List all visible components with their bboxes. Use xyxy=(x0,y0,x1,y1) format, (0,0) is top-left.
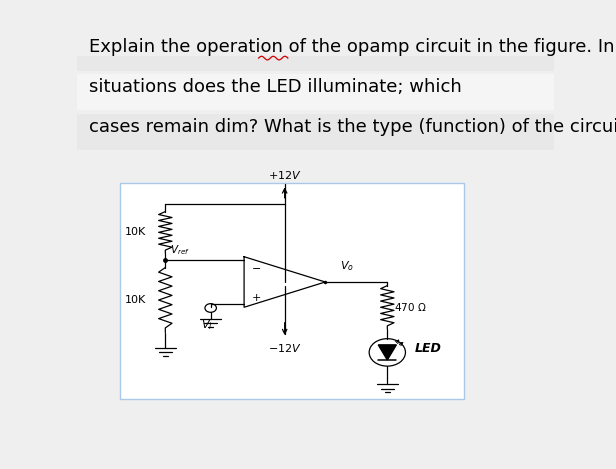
FancyBboxPatch shape xyxy=(120,183,464,400)
Text: $-$: $-$ xyxy=(251,262,261,272)
FancyBboxPatch shape xyxy=(77,75,554,111)
Text: $+12V$: $+12V$ xyxy=(268,169,302,181)
Text: $-12V$: $-12V$ xyxy=(268,341,302,354)
Polygon shape xyxy=(378,345,396,360)
FancyBboxPatch shape xyxy=(77,114,554,150)
Text: LED: LED xyxy=(415,342,442,356)
Text: $V_{ref}$: $V_{ref}$ xyxy=(170,243,190,257)
Text: cases remain dim? What is the type (function) of the circuit?: cases remain dim? What is the type (func… xyxy=(89,118,616,136)
Text: $470\ \Omega$: $470\ \Omega$ xyxy=(394,301,427,313)
Text: $V_o$: $V_o$ xyxy=(339,259,354,273)
Text: 10K: 10K xyxy=(125,227,146,237)
Text: Explain the operation of the opamp circuit in the figure. In what: Explain the operation of the opamp circu… xyxy=(89,38,616,56)
Text: 10K: 10K xyxy=(125,295,146,305)
Text: $+$: $+$ xyxy=(251,292,261,303)
Text: situations does the LED illuminate; which: situations does the LED illuminate; whic… xyxy=(89,78,461,96)
FancyBboxPatch shape xyxy=(77,35,554,71)
Text: $V_i$: $V_i$ xyxy=(201,318,213,332)
